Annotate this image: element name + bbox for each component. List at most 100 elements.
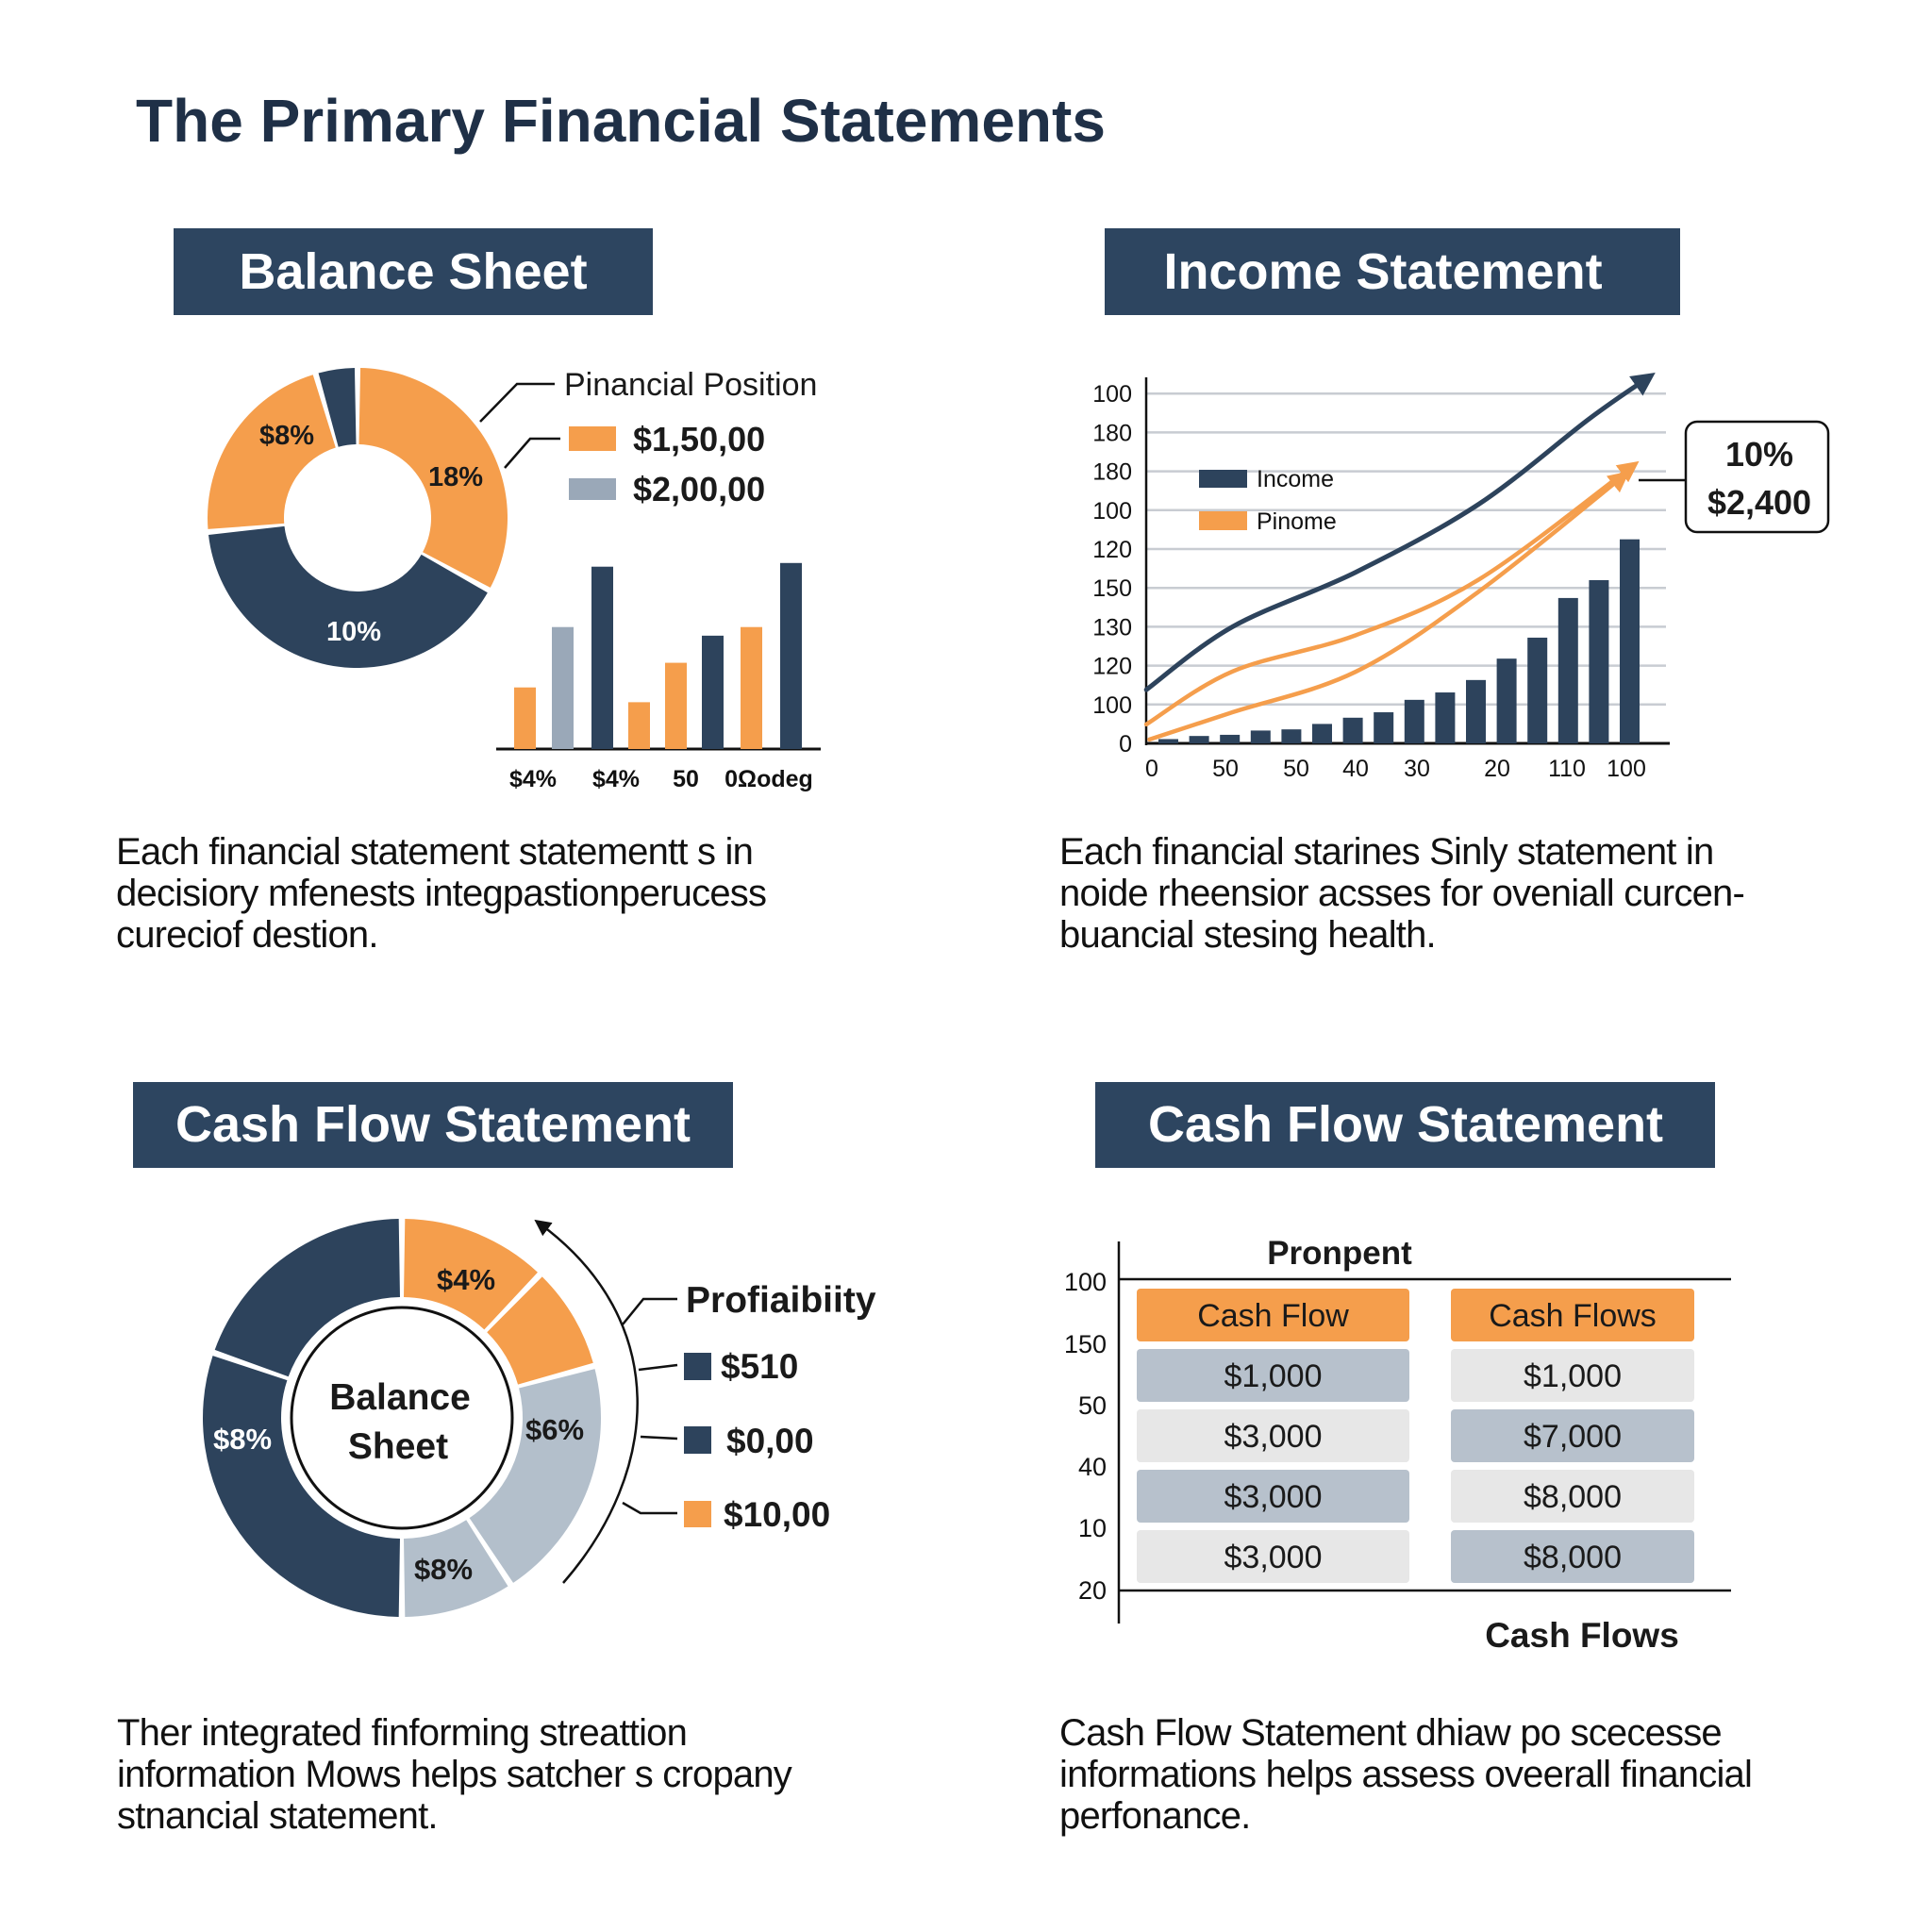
table-cell-value: $1,000 <box>1224 1358 1323 1394</box>
callout-amount: $2,400 <box>1707 483 1811 522</box>
callout-percent: 10% <box>1725 435 1793 474</box>
table-cell <box>1137 1409 1409 1462</box>
description-line: stnancial statement. <box>117 1795 438 1837</box>
table-cell <box>1137 1349 1409 1402</box>
bar <box>1527 637 1548 743</box>
y-tick-label: 100 <box>1092 381 1132 408</box>
bar <box>591 566 613 749</box>
table-title: Pronpent <box>1267 1235 1412 1272</box>
y-tick-label: 100 <box>1092 498 1132 525</box>
y-tick-label: 130 <box>1092 614 1132 641</box>
x-tick-label: 50 <box>673 766 699 792</box>
legend-label: $510 <box>721 1347 798 1386</box>
x-tick-label: 40 <box>1342 756 1369 782</box>
table-header-cell <box>1451 1289 1694 1341</box>
balance-donut-chart <box>208 368 508 668</box>
header-balance-sheet-label: Balance Sheet <box>239 243 587 300</box>
bar <box>552 626 574 749</box>
income-line-chart: 0 100 120 130 150 120 100 180 180 100 0 50 50 40 30 20 1… <box>1092 372 1670 782</box>
donut-slice <box>208 525 488 668</box>
description-line: noide rheensior acsses for oveniall curc… <box>1059 873 1744 914</box>
cash-flow-left-description: Ther integrated finforming streattion in… <box>117 1712 793 1837</box>
balance-donut-labels: $8% 18% 10% <box>259 421 483 647</box>
profitability-legend: Profiaibiity $510 $0,00 $10,00 <box>534 1219 876 1584</box>
donut-slice <box>358 368 508 588</box>
x-tick-label: $4% <box>509 766 557 792</box>
bar <box>1557 597 1578 743</box>
bar <box>1620 539 1640 743</box>
bar <box>1466 679 1486 743</box>
bar <box>1374 712 1394 743</box>
slice-label: $6% <box>525 1413 584 1446</box>
description-line: perfonance. <box>1059 1795 1250 1837</box>
description-line: decisiory mfenests integpastionperucess <box>116 873 766 914</box>
donut-slice <box>208 375 336 529</box>
bar <box>1158 739 1178 743</box>
table-header-label: Cash Flow <box>1197 1298 1349 1334</box>
y-tick-label: 180 <box>1092 459 1132 486</box>
balance-legend: Pinancial Position $1,50,00 $2,00,00 <box>479 367 817 508</box>
donut-center-label: Balance <box>329 1377 471 1418</box>
table-cell-value: $1,000 <box>1524 1358 1622 1394</box>
table-cell <box>1451 1470 1694 1523</box>
legend-swatch-orange <box>569 426 616 451</box>
series-line <box>1143 460 1640 727</box>
income-callout: 10% $2,400 <box>1639 420 1830 534</box>
bar <box>1435 692 1456 743</box>
table-cell <box>1451 1409 1694 1462</box>
y-tick-label: 150 <box>1064 1330 1107 1358</box>
page-title: The Primary Financial Statements <box>136 87 1106 155</box>
donut-center-label: Sheet <box>348 1426 448 1467</box>
table-header-label: Cash Flows <box>1489 1298 1657 1334</box>
y-tick-label: 100 <box>1064 1268 1107 1296</box>
x-tick-label: $4% <box>592 766 640 792</box>
income-description: Each financial starines Sinly statement … <box>1059 831 1745 956</box>
y-tick-label: 120 <box>1092 654 1132 680</box>
leader-line <box>479 382 555 423</box>
legend-label: $1,50,00 <box>633 420 765 458</box>
bar <box>702 635 724 749</box>
legend-swatch-pinome <box>1199 511 1247 530</box>
legend-label: $2,00,00 <box>633 470 765 508</box>
table-xlabel: Cash Flows <box>1485 1616 1679 1655</box>
leader-line <box>622 1501 677 1515</box>
series-line <box>1147 471 1630 742</box>
slice-label: $8% <box>414 1553 473 1586</box>
x-tick-label: 50 <box>1283 756 1309 782</box>
cash-flow-table: Pronpent Cash Flows 100 150 50 40 10 20 Cash F… <box>1064 1235 1731 1655</box>
donut-slice <box>202 1356 400 1617</box>
slice-label: $8% <box>259 421 314 451</box>
balance-description: Each financial statement statementt s in… <box>116 831 767 956</box>
legend-label: Income <box>1257 466 1334 492</box>
y-tick-label: 120 <box>1092 537 1132 563</box>
table-cell <box>1137 1470 1409 1523</box>
leader-line <box>504 437 560 469</box>
bar <box>1404 699 1424 743</box>
slice-label: 18% <box>428 462 483 492</box>
income-legend: Income Pinome <box>1199 466 1337 535</box>
legend-title: Pinancial Position <box>564 367 817 403</box>
bar <box>1250 730 1271 743</box>
y-tick-label: 180 <box>1092 420 1132 446</box>
table-cell-value: $8,000 <box>1524 1540 1622 1575</box>
donut-slice <box>487 1276 593 1385</box>
x-tick-label: 20 <box>1484 756 1510 782</box>
x-tick-label: 50 <box>1212 756 1239 782</box>
description-line: Ther integrated finforming streattion <box>117 1712 687 1754</box>
slice-label: $4% <box>437 1263 495 1296</box>
bar <box>628 702 650 749</box>
y-tick-label: 100 <box>1092 692 1132 719</box>
y-tick-label: 40 <box>1078 1453 1107 1481</box>
leader-line <box>622 1297 677 1325</box>
bar <box>1312 724 1332 743</box>
donut-slice <box>318 368 357 447</box>
legend-swatch-orange <box>684 1501 711 1527</box>
header-cash-flow-left: Cash Flow Statement <box>133 1082 733 1168</box>
header-income-statement: Income Statement <box>1105 228 1680 315</box>
description-line: buancial stesing health. <box>1059 914 1436 956</box>
table-cell <box>1451 1349 1694 1402</box>
series-line <box>1143 372 1656 692</box>
slice-label: 10% <box>326 617 381 647</box>
header-income-statement-label: Income Statement <box>1163 243 1602 300</box>
description-line: cureciof destion. <box>116 914 378 956</box>
